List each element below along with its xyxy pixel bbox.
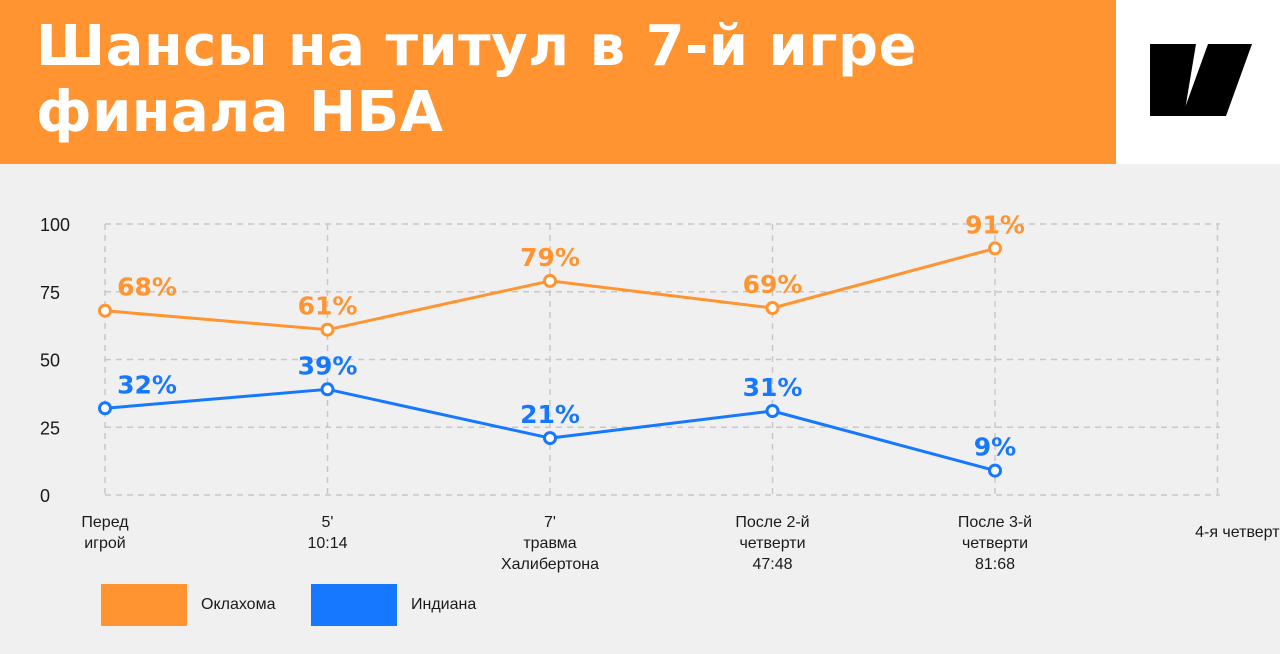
data-label: 21% xyxy=(520,400,580,429)
chart-series: 68% 61% 79% 69% 91% 32% 39% 21% 31% 9% xyxy=(98,210,1025,478)
data-point xyxy=(543,273,557,288)
y-tick-label: 0 xyxy=(40,486,50,506)
line-chart: 0 25 50 75 100 Перед игрой 5' 10:14 7' травма Хали… xyxy=(40,210,1280,573)
y-tick-label: 100 xyxy=(40,215,70,235)
data-point xyxy=(320,322,335,337)
data-label: 61% xyxy=(298,292,358,321)
data-point xyxy=(98,303,112,318)
x-tick-label: 4-я четверть xyxy=(1195,524,1280,541)
legend-label-ind: Индиана xyxy=(411,596,477,613)
data-point xyxy=(765,403,780,418)
data-point xyxy=(988,241,1002,256)
data-point xyxy=(320,382,335,397)
y-tick-label: 75 xyxy=(40,283,60,303)
legend-swatch-ind xyxy=(311,584,397,626)
chart-grid xyxy=(104,223,1220,496)
x-tick-label: 7' травма Халибертона xyxy=(501,514,599,573)
logo-container xyxy=(1116,0,1280,164)
data-point xyxy=(765,301,780,316)
x-axis: Перед игрой 5' 10:14 7' травма Халибертона Посл… xyxy=(81,514,1280,573)
data-label: 79% xyxy=(520,243,580,272)
x-tick-label: 5' 10:14 xyxy=(307,514,347,552)
page-title: Шансы на титул в 7-й игре финала НБА xyxy=(36,14,918,145)
brand-logo-icon xyxy=(1150,44,1252,116)
data-point xyxy=(98,401,112,416)
legend-item-okc: Оклахома xyxy=(101,584,275,626)
data-point xyxy=(988,463,1002,478)
data-label: 9% xyxy=(974,433,1016,462)
y-tick-label: 25 xyxy=(40,418,60,438)
data-label: 31% xyxy=(743,373,803,402)
data-label: 91% xyxy=(965,210,1025,239)
data-label: 69% xyxy=(743,270,803,299)
data-label: 68% xyxy=(117,273,177,302)
y-tick-label: 50 xyxy=(40,351,60,371)
legend-label-okc: Оклахома xyxy=(201,596,276,613)
legend-swatch-okc xyxy=(101,584,187,626)
data-label: 32% xyxy=(117,370,177,399)
x-tick-label: После 2-й четверти 47:48 xyxy=(735,514,809,573)
legend-item-ind: Индиана xyxy=(311,584,476,626)
data-point xyxy=(543,431,557,446)
data-label: 39% xyxy=(298,351,358,380)
x-tick-label: После 3-й четверти 81:68 xyxy=(958,514,1032,573)
header-banner: Шансы на титул в 7-й игре финала НБА xyxy=(0,0,1116,164)
x-tick-label: Перед игрой xyxy=(81,514,129,552)
y-axis: 0 25 50 75 100 xyxy=(40,215,70,506)
